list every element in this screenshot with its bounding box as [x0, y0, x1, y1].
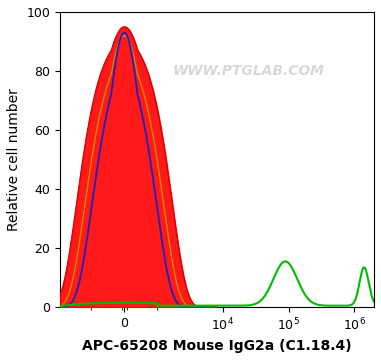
Text: WWW.PTGLAB.COM: WWW.PTGLAB.COM [173, 64, 324, 78]
X-axis label: APC-65208 Mouse IgG2a (C1.18.4): APC-65208 Mouse IgG2a (C1.18.4) [82, 339, 352, 353]
Y-axis label: Relative cell number: Relative cell number [7, 88, 21, 231]
